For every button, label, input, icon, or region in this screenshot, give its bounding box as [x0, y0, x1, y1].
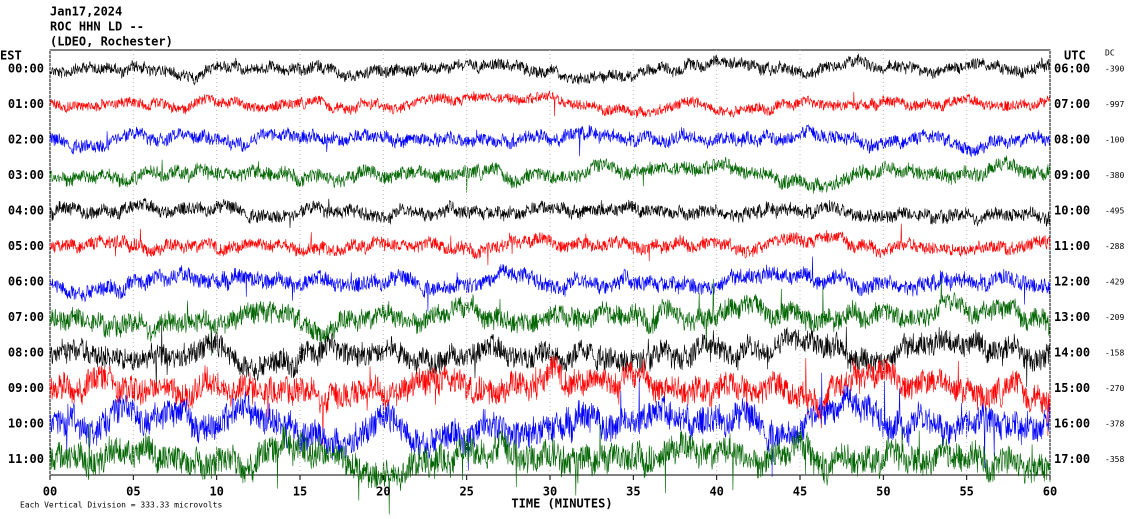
- right-axis-label: UTC: [1064, 49, 1086, 63]
- row-label-utc: 12:00: [1054, 275, 1090, 289]
- dc-value: -209: [1105, 313, 1124, 322]
- row-label: 06:00: [8, 275, 44, 289]
- helicorder: Jan17,2024 ROC HHN LD -- (LDEO, Rocheste…: [0, 0, 1130, 519]
- dc-value: -100: [1105, 136, 1124, 145]
- row-label: 02:00: [8, 133, 44, 147]
- row-label: 04:00: [8, 204, 44, 218]
- dc-value: -390: [1105, 65, 1124, 74]
- x-tick-label: 55: [959, 485, 973, 499]
- row-label: 08:00: [8, 346, 44, 360]
- row-label: 03:00: [8, 168, 44, 182]
- x-tick-label: 45: [793, 485, 807, 499]
- dc-value: -380: [1105, 171, 1124, 180]
- row-label-utc: 08:00: [1054, 133, 1090, 147]
- dc-value: -358: [1105, 455, 1124, 464]
- row-label-utc: 10:00: [1054, 204, 1090, 218]
- row-label-utc: 09:00: [1054, 168, 1090, 182]
- dc-value: -158: [1105, 349, 1124, 358]
- x-tick-label: 60: [1043, 485, 1057, 499]
- x-tick-label: 10: [209, 485, 223, 499]
- row-label: 00:00: [8, 62, 44, 76]
- row-label-utc: 13:00: [1054, 310, 1090, 324]
- dc-value: -997: [1105, 100, 1124, 109]
- row-label-utc: 07:00: [1054, 97, 1090, 111]
- station: (LDEO, Rochester): [50, 35, 173, 49]
- row-label-utc: 06:00: [1054, 62, 1090, 76]
- x-tick-label: 35: [626, 485, 640, 499]
- subtitle: ROC HHN LD --: [50, 20, 144, 34]
- x-tick-label: 00: [43, 485, 57, 499]
- dc-value: -288: [1105, 242, 1124, 251]
- row-label: 09:00: [8, 381, 44, 395]
- row-label-utc: 16:00: [1054, 417, 1090, 431]
- left-axis-label: EST: [0, 49, 22, 63]
- x-tick-label: 50: [876, 485, 890, 499]
- x-axis-label: TIME (MINUTES): [511, 497, 612, 511]
- dc-value: -495: [1105, 207, 1124, 216]
- footnote: Each Vertical Division = 333.33 microvol…: [20, 501, 222, 510]
- dc-value: -270: [1105, 384, 1124, 393]
- row-label: 05:00: [8, 239, 44, 253]
- row-label-utc: 14:00: [1054, 346, 1090, 360]
- row-label-utc: 17:00: [1054, 452, 1090, 466]
- x-tick-label: 40: [709, 485, 723, 499]
- row-label-utc: 15:00: [1054, 381, 1090, 395]
- row-label-utc: 11:00: [1054, 239, 1090, 253]
- x-tick-label: 30: [543, 485, 557, 499]
- x-tick-label: 20: [376, 485, 390, 499]
- x-tick-label: 05: [126, 485, 140, 499]
- row-label: 07:00: [8, 310, 44, 324]
- trace: [50, 125, 1050, 157]
- row-label: 01:00: [8, 97, 44, 111]
- row-label: 10:00: [8, 417, 44, 431]
- dc-value: -429: [1105, 278, 1124, 287]
- x-tick-label: 25: [459, 485, 473, 499]
- dc-label: DC: [1105, 49, 1115, 58]
- x-tick-label: 15: [293, 485, 307, 499]
- title: Jan17,2024: [50, 5, 122, 19]
- dc-value: -378: [1105, 420, 1124, 429]
- row-label: 11:00: [8, 452, 44, 466]
